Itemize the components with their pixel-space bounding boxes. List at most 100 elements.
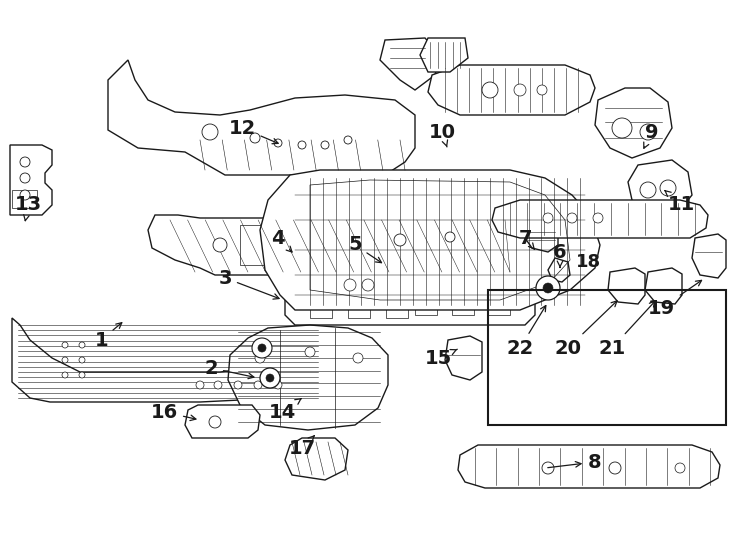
Circle shape [445,232,455,242]
Circle shape [255,353,265,363]
Circle shape [640,182,656,198]
Circle shape [344,136,352,144]
Polygon shape [595,88,672,158]
Polygon shape [10,145,52,215]
Circle shape [250,133,260,143]
Circle shape [62,372,68,378]
Polygon shape [608,268,645,304]
Circle shape [274,381,282,389]
Text: 16: 16 [150,402,196,422]
Circle shape [536,276,560,300]
Text: 19: 19 [648,280,702,318]
Polygon shape [348,292,370,318]
Polygon shape [525,222,558,252]
Circle shape [482,82,498,98]
Polygon shape [492,200,708,238]
Circle shape [196,381,204,389]
Circle shape [274,139,282,147]
Text: 7: 7 [518,228,534,249]
Circle shape [305,347,315,357]
Text: 6: 6 [553,242,567,267]
Polygon shape [148,208,520,275]
Polygon shape [260,170,600,310]
Circle shape [567,213,577,223]
Circle shape [537,85,547,95]
Polygon shape [415,292,437,315]
Circle shape [62,357,68,363]
Bar [488,290,726,425]
Circle shape [298,141,306,149]
Polygon shape [380,38,440,90]
Polygon shape [420,38,468,72]
Circle shape [593,213,603,223]
Circle shape [79,357,85,363]
Circle shape [252,338,272,358]
Text: 2: 2 [204,359,254,379]
Circle shape [640,124,656,140]
Circle shape [20,173,30,183]
Circle shape [344,279,356,291]
Circle shape [660,180,676,196]
Text: 4: 4 [271,228,292,252]
Circle shape [362,279,374,291]
Circle shape [514,84,526,96]
Circle shape [209,416,221,428]
Polygon shape [488,292,510,315]
Text: 15: 15 [425,348,457,368]
Circle shape [62,342,68,348]
Polygon shape [445,336,482,380]
Text: 18: 18 [575,253,600,271]
Polygon shape [548,258,570,282]
Polygon shape [285,285,535,325]
Polygon shape [628,160,692,215]
Circle shape [202,124,218,140]
Circle shape [258,344,266,352]
Circle shape [214,381,222,389]
Polygon shape [428,65,595,115]
Circle shape [79,342,85,348]
Circle shape [609,462,621,474]
Circle shape [543,213,553,223]
Circle shape [543,283,553,293]
Text: 13: 13 [15,195,42,221]
Circle shape [612,118,632,138]
Text: 11: 11 [665,191,695,214]
Bar [12,190,37,208]
Polygon shape [645,268,682,304]
Polygon shape [185,405,260,438]
Text: 14: 14 [269,399,301,422]
Circle shape [675,463,685,473]
Text: 1: 1 [95,323,122,349]
Polygon shape [386,292,408,318]
Circle shape [321,141,329,149]
Circle shape [20,190,30,200]
Text: 12: 12 [228,118,278,144]
Polygon shape [330,225,370,265]
Circle shape [254,381,262,389]
Circle shape [266,374,274,382]
Circle shape [79,372,85,378]
Text: 8: 8 [548,453,602,471]
Polygon shape [240,225,290,265]
Text: 22: 22 [506,306,546,357]
Polygon shape [108,60,415,175]
Polygon shape [228,325,388,430]
Polygon shape [458,445,720,488]
Text: 3: 3 [219,268,279,299]
Polygon shape [452,292,474,315]
Circle shape [542,462,554,474]
Polygon shape [12,318,325,402]
Text: 21: 21 [598,301,655,357]
Text: 5: 5 [348,235,382,262]
Text: 10: 10 [429,123,456,147]
Text: 9: 9 [644,123,658,148]
Polygon shape [310,292,332,318]
Circle shape [213,238,227,252]
Polygon shape [692,234,726,278]
Circle shape [394,234,406,246]
Circle shape [353,353,363,363]
Polygon shape [285,438,348,480]
Text: 20: 20 [554,301,617,357]
Circle shape [234,381,242,389]
Text: 17: 17 [288,436,316,457]
